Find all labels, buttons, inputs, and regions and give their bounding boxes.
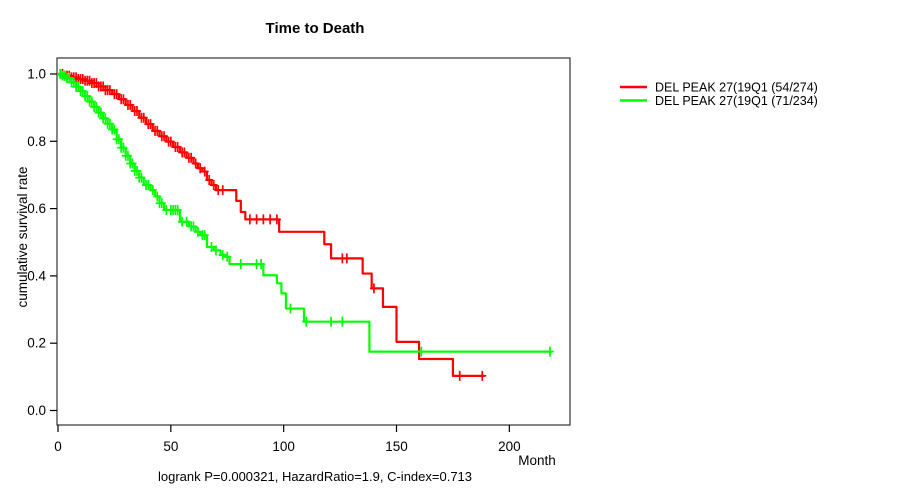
stats-annotation: logrank P=0.000321, HazardRatio=1.9, C-i… <box>158 469 472 484</box>
y-axis-label: cumulative survival rate <box>15 166 30 307</box>
chart-title: Time to Death <box>266 20 365 37</box>
survival-curve-group-high <box>58 72 485 377</box>
legend: DEL PEAK 27(19Q1 (54/274) DEL PEAK 27(19… <box>620 81 818 108</box>
x-tick-label: 0 <box>54 439 62 454</box>
x-tick-label: 150 <box>385 439 408 454</box>
y-axis-ticks: 0.0 0.2 0.4 0.6 0.8 1.0 <box>27 67 57 418</box>
survival-curves <box>57 69 554 381</box>
y-tick-label: 1.0 <box>27 67 46 82</box>
y-tick-label: 0.8 <box>27 134 46 149</box>
y-tick-label: 0.6 <box>27 201 46 216</box>
y-tick-label: 0.0 <box>27 403 46 418</box>
legend-label-green: DEL PEAK 27(19Q1 (71/234) <box>655 94 818 108</box>
plot-area-border <box>56 57 571 426</box>
x-tick-label: 100 <box>272 439 295 454</box>
y-tick-label: 0.2 <box>27 336 46 351</box>
x-axis-ticks: 0 50 100 150 200 <box>54 425 521 454</box>
survival-curve-group-low <box>58 72 552 353</box>
legend-label-red: DEL PEAK 27(19Q1 (54/274) <box>655 81 818 95</box>
x-tick-label: 200 <box>498 439 521 454</box>
x-tick-label: 50 <box>163 439 178 454</box>
x-axis-label: Month <box>518 453 556 468</box>
y-tick-label: 0.4 <box>27 268 46 283</box>
